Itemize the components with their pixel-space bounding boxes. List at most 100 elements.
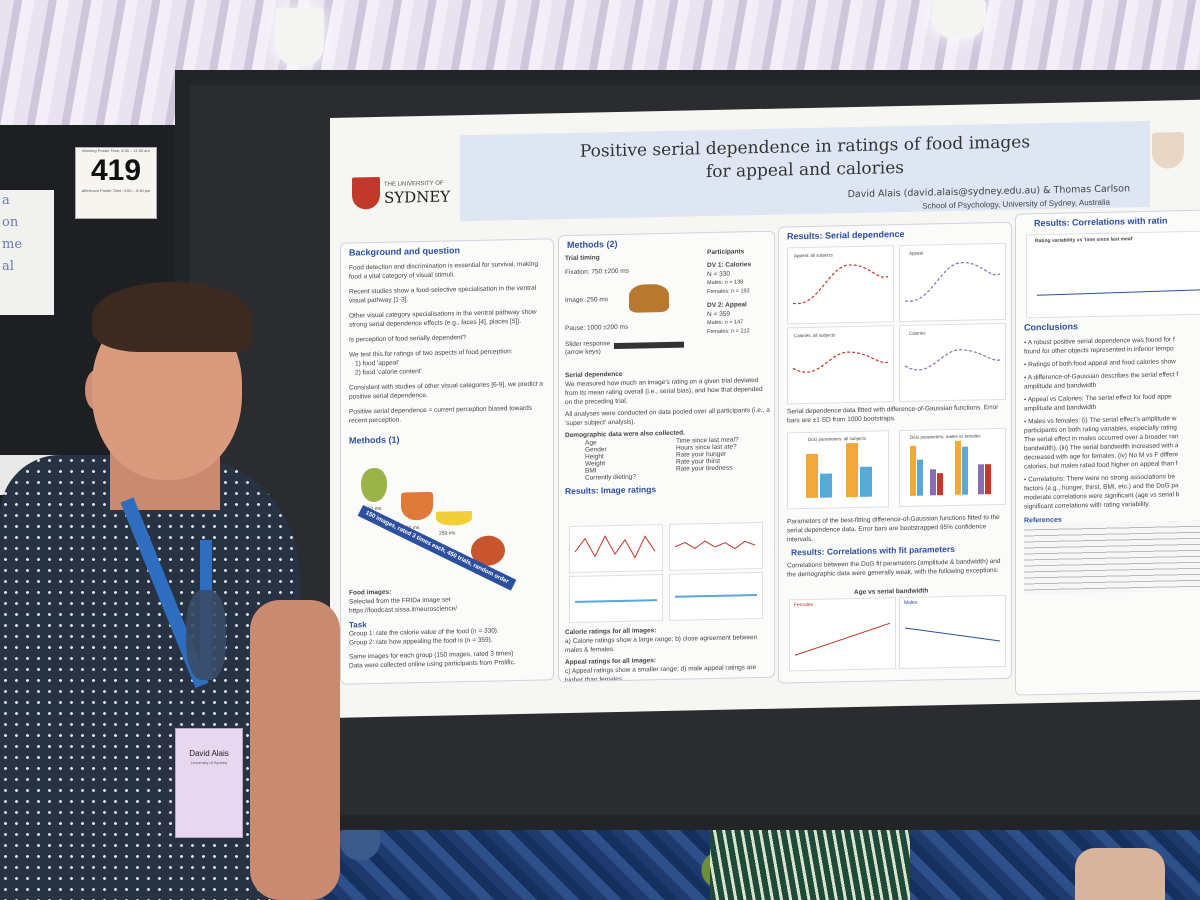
demo-left-list: Age Gender Height Weight BMI Currently d… <box>585 439 636 482</box>
pear-image <box>361 467 387 503</box>
duration-label: 250 ms <box>439 530 456 537</box>
panel-label: Calories <box>909 330 926 336</box>
calorie-plot-svg <box>574 535 656 559</box>
pause-text: Pause: 1000 ±200 ms <box>565 323 629 333</box>
bg-text: Other visual category specialisations in… <box>349 308 537 329</box>
research-poster: THE UNIVERSITY OF SYDNEY Positive serial… <box>330 99 1200 718</box>
age-bw-males-plot: Males <box>899 594 1006 670</box>
appeal-ratings-plot <box>669 521 763 571</box>
presenter-arm <box>250 600 340 900</box>
image-text: Image: 250 ms <box>565 296 608 305</box>
bar <box>985 464 991 495</box>
bar-calories-amp <box>820 473 832 498</box>
scatter-m-svg <box>904 627 1001 642</box>
bar-appeal-amp <box>806 453 818 499</box>
dog-mf-title: DoG parameters: males vs females <box>910 433 981 440</box>
serial-dependence-panel: Results: Serial dependence Appeal: all s… <box>778 221 1012 684</box>
bg-text: Recent studies show a food-selective spe… <box>349 284 537 305</box>
ceiling-lamp <box>932 0 986 38</box>
males-label: Males <box>904 599 918 606</box>
dv2-females: Females: n = 212 <box>707 328 750 336</box>
pooled-text: All analyses were conducted on data pool… <box>565 406 770 428</box>
bar <box>955 440 961 495</box>
sd-text: We measured how much an image's rating o… <box>565 377 763 407</box>
appeal-mf-sd-svg <box>904 262 1001 302</box>
sd-results-heading: Results: Serial dependence <box>787 228 905 242</box>
passerby-legs <box>710 828 910 900</box>
appeal-plot-svg <box>674 540 756 550</box>
calorie-mf-svg <box>575 599 657 603</box>
conclusions-panel: Results: Correlations with ratin Rating … <box>1015 209 1200 696</box>
university-crest-icon <box>352 176 380 210</box>
trial-timing-heading: Trial timing <box>565 254 600 263</box>
calories-all-plot <box>787 325 894 405</box>
females-label: Females <box>794 601 814 609</box>
participants-heading: Participants <box>707 248 745 257</box>
methods2-panel: Methods (2) Trial timing Fixation: 750 ±… <box>558 230 775 683</box>
bar <box>962 446 968 495</box>
banana-image <box>436 511 472 526</box>
name-badge: David Alais University of Sydney <box>175 728 243 838</box>
background-heading: Background and question <box>349 245 461 258</box>
title-banner: Positive serial dependence in ratings of… <box>460 120 1150 222</box>
bar <box>978 464 984 495</box>
bg-text: Consistent with studies of other visual … <box>349 380 544 401</box>
dog-caption: Parameters of the best-fitting differenc… <box>787 513 1000 544</box>
variability-svg <box>1036 289 1200 296</box>
slider-text: (arrow keys) <box>565 348 601 357</box>
corr-text: Correlations between the DoG fit paramet… <box>787 557 1001 579</box>
poster-title: Positive serial dependence in ratings of… <box>579 132 1031 183</box>
panel-label: Appeal <box>909 250 924 256</box>
calorie-mf-plot <box>569 574 663 623</box>
bar <box>930 469 936 496</box>
logo-small-text: THE UNIVERSITY OF <box>384 180 444 188</box>
logo-big-text: SYDNEY <box>384 187 451 207</box>
calories-mf-plot <box>899 322 1006 403</box>
rating-variability-plot: Rating variability vs 'time since last m… <box>1026 230 1200 319</box>
methods2-heading: Methods (2) <box>567 238 618 251</box>
poster-number-sign: Morning Poster Time: 8:30 – 11:30 am 419… <box>75 147 157 219</box>
bg-text: Positive serial dependence = current per… <box>349 404 533 425</box>
bg-text: Food detection and discrimination is ess… <box>349 260 538 281</box>
side-handwritten-note: a on me al <box>0 190 54 315</box>
demo-right-list: Time since last meal? Hours since last a… <box>675 436 739 473</box>
calories-mf-svg <box>904 349 1001 371</box>
age-bw-females-plot: Females <box>789 597 896 672</box>
sd-caption: Serial dependence data fitted with diffe… <box>787 404 999 425</box>
sign-top-text: Morning Poster Time: 8:30 – 11:30 am <box>82 148 150 153</box>
sign-bottom-text: Afternoon Poster Time: 4:00 – 5:30 pm <box>81 188 151 193</box>
panel-label: Calories: all subjects <box>794 332 836 339</box>
dv1-females: Females: n = 192 <box>707 288 750 296</box>
dog-mf-chart: DoG parameters: males vs females <box>899 427 1006 508</box>
references-list <box>1024 520 1200 595</box>
background-panel: Background and question Food detection a… <box>340 238 554 685</box>
fixation-text: Fixation: 750 ±200 ms <box>565 267 629 277</box>
poster-number: 419 <box>90 154 142 187</box>
right-heading: Results: Correlations with ratin <box>1034 215 1168 229</box>
bar <box>917 459 923 496</box>
appeal-all-plot <box>787 245 894 325</box>
appeal-mf-plot <box>669 571 763 621</box>
corr-heading: Results: Correlations with fit parameter… <box>791 543 955 558</box>
crest-icon-right <box>1152 132 1184 169</box>
appeal-all-svg <box>792 264 889 304</box>
bar-appeal-bw <box>846 442 858 498</box>
slider-bar <box>614 341 684 350</box>
burger-image <box>629 283 669 313</box>
passerby-legs <box>1075 848 1165 900</box>
calorie-ratings-plot <box>569 524 663 573</box>
bg-text: Is perception of food serially dependent… <box>349 334 467 344</box>
badge-org: University of Sydney <box>190 760 228 765</box>
pizza-image <box>401 491 433 521</box>
dog-all-chart: DoG parameters: all subjects <box>787 430 889 510</box>
bar <box>937 473 943 496</box>
badge-name: David Alais <box>189 749 229 758</box>
conclusions-heading: Conclusions <box>1024 321 1079 333</box>
app-text: c) Appeal ratings show a smaller range; … <box>565 664 757 683</box>
presenter-hair <box>92 282 252 352</box>
bar <box>910 445 916 496</box>
panel-label: Appeal: all subjects <box>794 252 833 259</box>
ratings-heading: Results: Image ratings <box>565 484 657 497</box>
appeal-mf-sd-plot <box>899 242 1006 323</box>
university-logo: THE UNIVERSITY OF SYDNEY <box>352 175 452 211</box>
